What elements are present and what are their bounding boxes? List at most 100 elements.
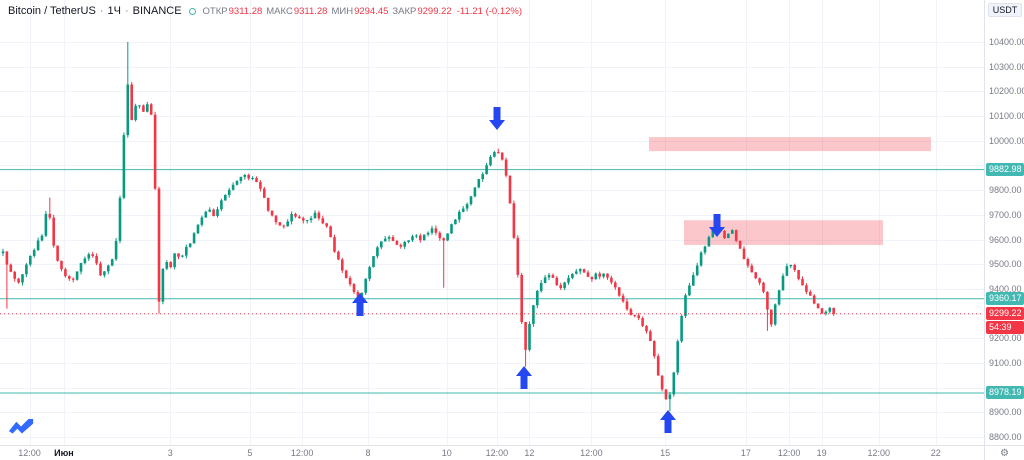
up-arrow-annotation[interactable] [352,293,368,316]
separator-dot: · [124,5,129,17]
interval-label[interactable]: 1Ч [107,5,121,17]
candle-body [461,208,465,212]
price-axis-label: 9800.00 [989,185,1022,196]
candle-body [395,240,399,245]
candle-body [750,265,754,273]
candle-body [91,254,94,256]
time-axis-label: 12:00 [485,448,509,458]
currency-label[interactable]: USDT [988,3,1022,17]
change-value: -11.21 (-0.12%) [456,5,523,17]
candle-body [567,277,570,283]
candle-body [407,240,410,242]
time-axis-label: 3 [167,448,173,458]
ohlc-close-value: 9299.22 [417,5,452,17]
candle-body [797,269,800,279]
time-axis[interactable]: 12:00 Июн 3 5 12:00 8 10 12:00 12 12:00 15 17 12:00 1… [0,445,984,460]
ohlc-high: МАКС 9311.28 [266,6,327,17]
candle-body [403,241,406,247]
price-axis-label: 9600.00 [989,234,1022,245]
candle-body [734,230,738,241]
candle-body [785,266,789,276]
candle-body [458,211,461,220]
candle-body [641,318,644,326]
down-arrow-annotation[interactable] [489,107,505,130]
price-axis-label: 9100.00 [989,357,1022,368]
candle-body [368,267,371,279]
candlestick-chart[interactable] [0,0,984,445]
ohlc-close-label: ЗАКР [392,5,417,17]
candle-body [746,258,750,266]
candle-body [251,177,254,179]
candle-body [79,263,83,272]
ohlc-low: МИН 9294.45 [331,6,388,17]
candle-body [731,230,734,234]
candle-body [824,311,828,314]
time-axis-label: 12:00 [18,448,41,458]
candle-body [298,216,301,219]
up-arrow-annotation[interactable] [660,410,676,433]
candle-body [387,237,391,239]
candle-body [56,245,59,261]
symbol-title[interactable]: Bitcoin / TetherUS [8,5,96,17]
candle-body [625,301,629,310]
candle-body [391,237,395,241]
candle-body [153,114,157,189]
candle-body [793,264,796,270]
candle-body [684,295,687,316]
price-axis-label: 9400.00 [989,283,1022,294]
candle-body [313,212,317,219]
candle-body [524,322,527,350]
candle-body [516,237,520,275]
down-arrow-annotation[interactable] [709,214,725,237]
candle-body [781,275,785,291]
time-axis-label: 12:00 [290,448,314,458]
axis-settings-corner[interactable]: ⚙ [984,445,1024,460]
price-axis[interactable]: USDT 10400.00 10300.00 10200.00 10100.00 100… [984,0,1024,445]
time-axis-label: 12 [524,448,535,458]
ohlc-open: ОТКР 9311.28 [203,6,263,17]
candle-body [380,241,383,248]
candle-body [668,394,672,400]
candle-body [473,187,477,197]
candle-body [809,291,812,296]
candle-body [606,273,609,278]
supply-zone-rect[interactable] [649,137,931,152]
candle-body [87,254,91,259]
current-price-badge: 9299.22 [986,306,1024,320]
tradingview-logo[interactable] [7,418,35,439]
candle-body [71,278,75,280]
candle-body [372,256,375,268]
level-price-badge: 8978.19 [986,386,1024,400]
candle-body [422,234,426,241]
up-arrow-annotation[interactable] [516,366,532,389]
ohlc-open-value: 9311.28 [228,5,263,17]
candle-body [656,356,660,376]
candle-body [450,224,453,234]
candle-body [688,285,691,296]
candle-body [48,213,52,218]
gear-icon[interactable]: ⚙ [1000,447,1009,459]
candle-body [305,220,309,222]
candle-body [610,277,613,283]
price-axis-label: 10400.00 [989,37,1024,47]
candle-body [481,174,484,180]
candle-body [75,271,79,280]
candle-body [118,197,122,241]
candle-body [32,250,36,256]
candle-body [805,285,808,292]
candle-body [169,262,172,268]
chart-canvas[interactable]: Bitcoin / TetherUS · 1Ч · BINANCE ОТКР 9… [0,0,984,445]
candle-body [426,232,430,235]
time-axis-label: 5 [247,448,253,458]
candle-body [173,253,176,268]
symbol-legend[interactable]: Bitcoin / TetherUS · 1Ч · BINANCE ОТКР 9… [8,5,522,17]
exchange-label[interactable]: BINANCE [132,5,182,17]
candle-body [110,259,114,266]
price-axis-label: 10100.00 [989,111,1024,122]
candle-body [676,341,679,373]
candle-body [282,225,286,227]
candle-body [224,194,227,201]
candle-body [130,84,133,121]
candle-body [263,188,266,198]
